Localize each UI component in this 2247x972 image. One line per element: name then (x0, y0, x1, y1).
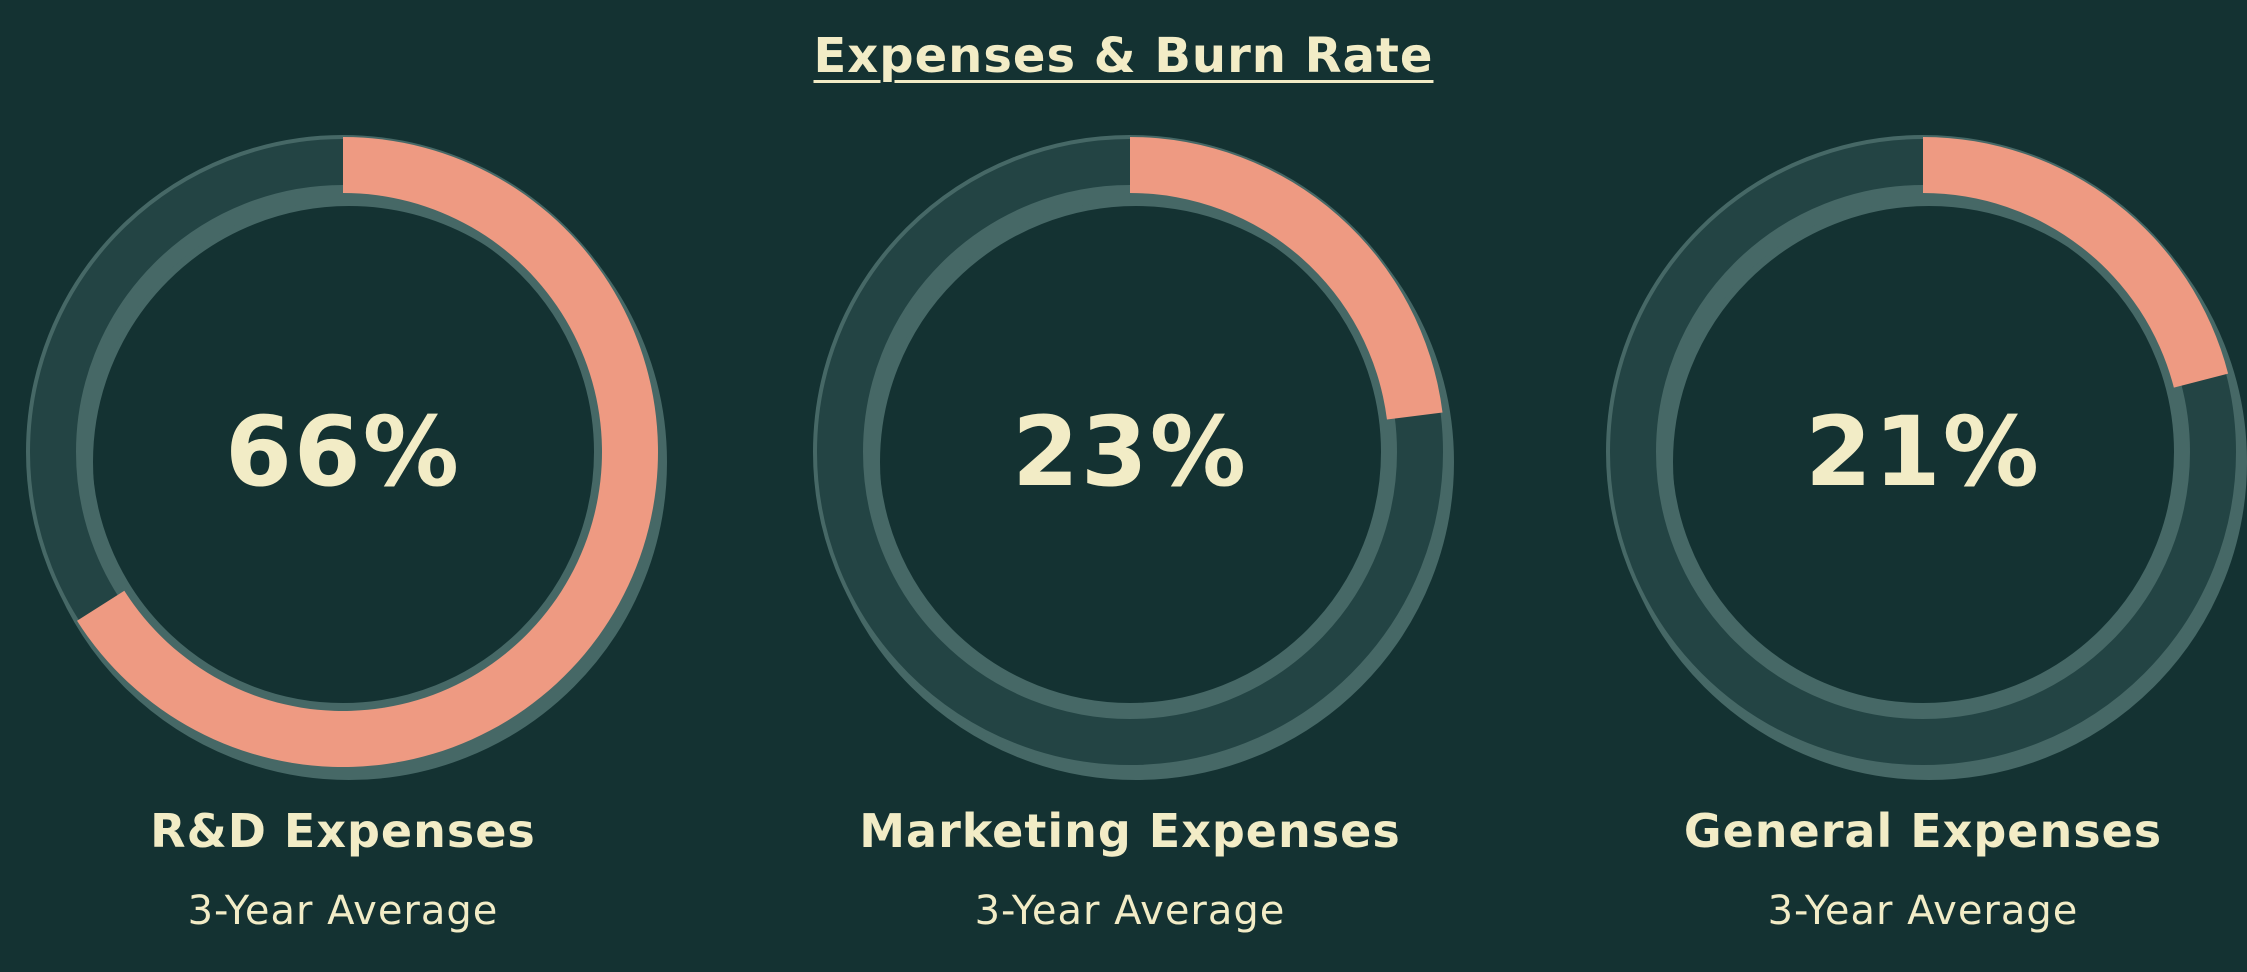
chart-title: Expenses & Burn Rate (813, 28, 1434, 84)
gauge-general-expenses-ring (1606, 135, 2247, 780)
gauge-general-expenses: 21% General Expenses 3-Year Average (1573, 0, 2247, 972)
gauge-rd-expenses-value: 66% (225, 396, 461, 508)
gauge-marketing-expenses-progress-arc (1130, 137, 1443, 420)
gauge-marketing-expenses-value: 23% (1012, 396, 1248, 508)
gauge-marketing-expenses: 23% Marketing Expenses 3-Year Average (780, 0, 1480, 972)
gauge-rd-expenses-subtitle: 3-Year Average (187, 888, 499, 934)
gauge-rd-expenses-ring (26, 135, 667, 780)
gauge-general-expenses-value: 21% (1805, 396, 2041, 508)
gauge-marketing-expenses-label: Marketing Expenses (859, 804, 1401, 858)
gauge-rd-expenses-label: R&D Expenses (150, 804, 536, 858)
gauge-marketing-expenses-ring (813, 135, 1454, 780)
gauge-general-expenses-subtitle: 3-Year Average (1767, 888, 2079, 934)
gauge-marketing-expenses-subtitle: 3-Year Average (974, 888, 1286, 934)
gauge-general-expenses-progress-arc (1923, 137, 2229, 388)
gauge-rd-expenses: 66% R&D Expenses 3-Year Average (0, 0, 693, 972)
gauge-general-expenses-label: General Expenses (1683, 804, 2163, 858)
